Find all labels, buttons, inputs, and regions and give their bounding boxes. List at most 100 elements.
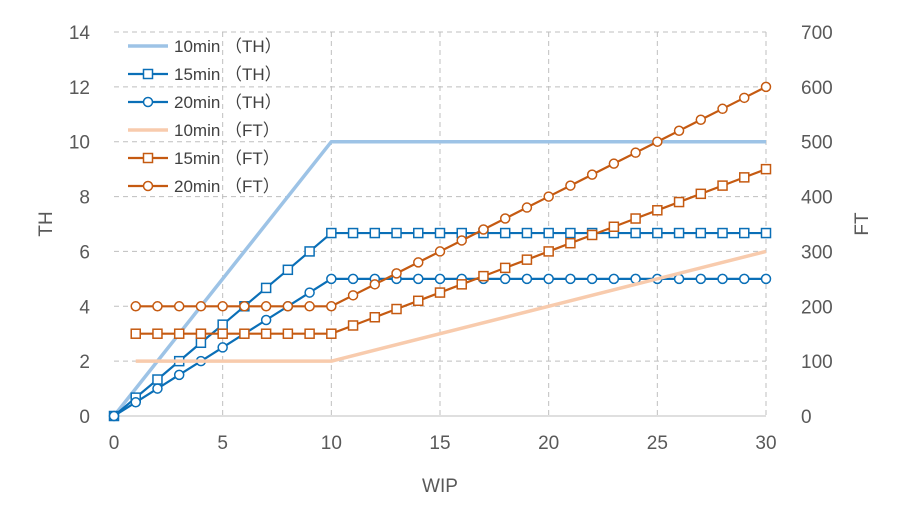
- data-point: [369, 279, 381, 290]
- legend-entry-2: 20min （TH）: [128, 93, 282, 112]
- data-point: [760, 81, 772, 93]
- data-point: [673, 125, 685, 136]
- x-tick-label: 15: [429, 433, 450, 454]
- data-point: [304, 301, 315, 312]
- legend-entry-5: 20min （FT）: [128, 177, 280, 196]
- data-point: [282, 264, 294, 276]
- data-point: [673, 196, 685, 208]
- data-point: [391, 268, 402, 279]
- x-axis-title: WIP: [422, 476, 458, 497]
- y2-tick-label: 300: [801, 242, 833, 263]
- y2-tick-label: 600: [801, 78, 833, 99]
- legend-label: 15min （TH）: [174, 65, 282, 84]
- legend-label: 15min （FT）: [174, 149, 280, 168]
- data-point: [586, 273, 598, 285]
- data-point: [565, 180, 576, 191]
- series-0: [112, 139, 766, 418]
- data-point: [673, 227, 685, 239]
- series-line-0: [112, 139, 766, 418]
- data-point: [260, 328, 272, 339]
- x-tick-label: 5: [217, 433, 228, 454]
- data-point: [499, 213, 511, 224]
- data-point: [152, 301, 163, 312]
- data-point: [260, 282, 272, 294]
- data-point: [760, 163, 772, 175]
- gridlines: [114, 31, 767, 416]
- series-5: [130, 81, 772, 312]
- series-4: [130, 163, 772, 339]
- data-point: [521, 254, 533, 265]
- data-point: [347, 290, 359, 301]
- data-point: [413, 273, 424, 285]
- data-point: [326, 301, 337, 312]
- data-point: [499, 273, 511, 285]
- data-point: [217, 342, 228, 353]
- data-point: [434, 287, 446, 298]
- data-point: [521, 273, 533, 285]
- y2-tick-label: 100: [801, 352, 833, 373]
- data-point: [130, 397, 141, 408]
- legend: 10min （TH） 15min （TH） 20min （TH） 10min （FT）…: [128, 37, 282, 196]
- series-line-3: [135, 249, 767, 363]
- data-point: [717, 273, 728, 285]
- y2-tick-label: 200: [801, 297, 833, 318]
- data-point: [521, 227, 533, 239]
- data-point: [434, 246, 446, 257]
- x-tick-label: 30: [755, 433, 776, 454]
- data-point: [695, 114, 707, 126]
- data-point: [391, 227, 402, 239]
- data-point: [478, 224, 489, 235]
- data-point: [434, 227, 446, 239]
- data-point: [456, 279, 467, 290]
- data-point: [630, 147, 641, 158]
- data-point: [739, 172, 750, 183]
- data-point: [217, 301, 228, 312]
- y-tick-label: 8: [79, 188, 90, 209]
- data-point: [695, 273, 707, 285]
- axes: 0 5 10 15 20 25 300246810121401002003004005006…: [69, 23, 833, 454]
- data-point: [565, 227, 576, 239]
- data-point: [608, 158, 620, 169]
- data-point: [326, 328, 337, 339]
- data-point: [152, 374, 163, 385]
- data-point: [652, 227, 663, 239]
- data-point: [652, 136, 663, 147]
- series-3: [135, 249, 767, 363]
- data-point: [108, 410, 120, 422]
- x-tick-label: 20: [538, 433, 559, 454]
- data-point: [304, 246, 315, 257]
- y-tick-label: 4: [79, 297, 90, 318]
- legend-entry-4: 15min （FT）: [128, 149, 280, 168]
- data-point: [717, 180, 728, 191]
- data-point: [152, 328, 163, 339]
- legend-marker: [142, 152, 154, 164]
- data-point: [347, 273, 359, 285]
- data-point: [499, 262, 511, 274]
- x-tick-label: 0: [109, 433, 120, 454]
- y2-tick-label: 0: [801, 407, 812, 428]
- data-point: [695, 188, 707, 200]
- y-tick-label: 12: [69, 78, 90, 99]
- data-point: [239, 328, 250, 339]
- data-point: [369, 312, 381, 323]
- y2-axis-title: FT: [852, 212, 873, 236]
- data-point: [521, 202, 533, 213]
- data-point: [369, 227, 381, 239]
- y2-tick-label: 500: [801, 133, 833, 154]
- y-tick-label: 2: [79, 352, 90, 373]
- legend-label: 10min （TH）: [174, 37, 282, 56]
- data-point: [608, 273, 620, 285]
- data-point: [586, 229, 598, 241]
- data-point: [739, 273, 750, 285]
- data-point: [608, 221, 620, 232]
- legend-entry-1: 15min （TH）: [128, 65, 282, 84]
- legend-label: 20min （TH）: [174, 93, 282, 112]
- data-point: [739, 227, 750, 239]
- data-point: [413, 227, 424, 239]
- legend-marker: [142, 68, 154, 80]
- data-point: [760, 227, 772, 239]
- data-point: [543, 227, 554, 239]
- y-tick-label: 0: [79, 407, 90, 428]
